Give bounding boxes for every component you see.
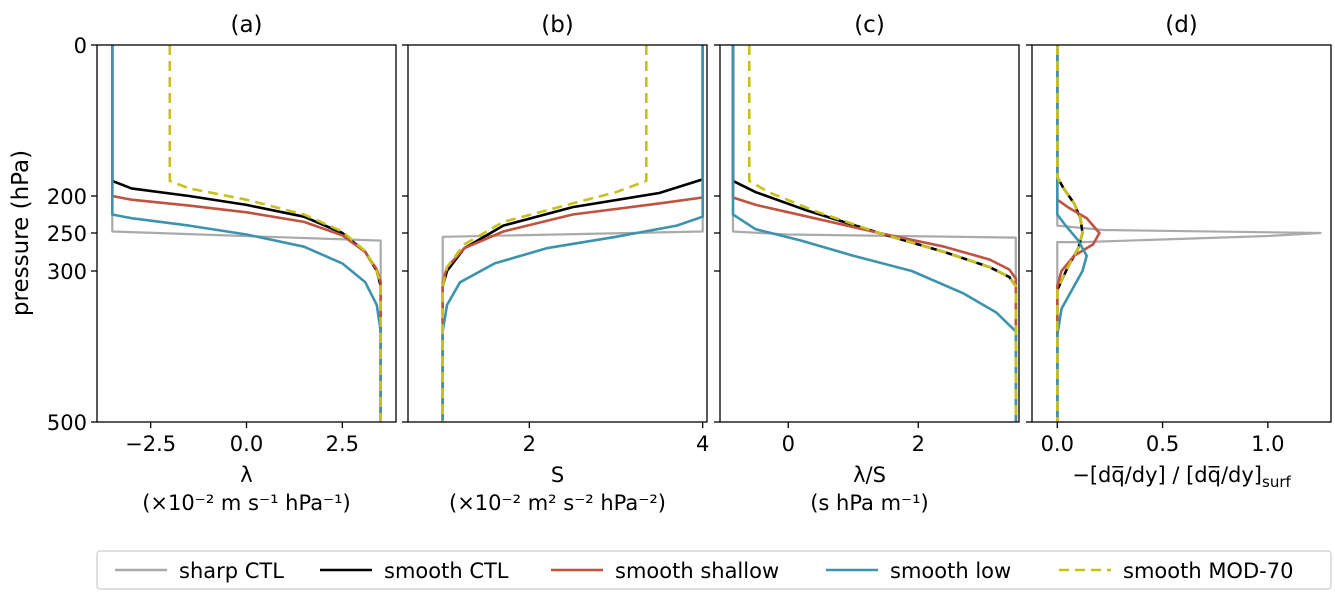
series-sharp-ctl [1056,45,1322,422]
x-tick-label: 2 [912,432,925,456]
x-tick-label: 0 [782,432,795,456]
y-axis-label: pressure (hPa) [8,150,34,316]
series-smooth-mod-70 [441,45,648,422]
panel-c: (c) 0 2 λ/S (s hPa m⁻¹) [714,12,1020,515]
panel-title: (a) [230,12,262,38]
series-smooth-mod-70 [1056,45,1084,422]
panel-b: (b) 2 4 S (×10⁻² m² s⁻² hPa⁻²) [402,12,709,515]
x-tick-label: 2 [523,432,536,456]
legend: sharp CTL smooth CTL smooth shallow smooth … [96,550,1332,590]
legend-label: smooth low [890,559,1011,583]
legend-entry: smooth MOD-70 [1059,559,1293,583]
x-tick-label: 0.0 [230,432,263,456]
x-tick-label: 1.0 [1251,432,1284,456]
y-tick-label: 0 [74,34,87,58]
series-group [731,45,1018,422]
series-group [1056,45,1322,422]
x-axis-units: (×10⁻² m s⁻¹ hPa⁻¹) [142,491,351,515]
legend-label: smooth shallow [615,559,779,583]
x-axis-units: (s hPa m⁻¹) [810,491,929,515]
series-group [111,45,383,422]
x-tick-label: 2.5 [326,432,359,456]
series-smooth-low [441,45,705,422]
x-axis-label: −[dq̅/dy] / [dq̅/dy]surf [1072,463,1291,491]
legend-label: smooth CTL [384,559,509,583]
panel-d: (d) 0.0 0.5 1.0 −[dq̅/dy] / [dq̅/dy]surf [1026,12,1332,491]
panel-a: (a) 0 200 250 300 500 −2.5 0.0 2.5 λ (×10⁻² m s⁻¹ … [47,12,397,515]
series-smooth-shallow [731,45,1018,422]
series-smooth-low [111,45,383,422]
y-tick-label: 250 [47,222,87,246]
legend-label: smooth MOD-70 [1123,559,1293,583]
legend-entry: smooth shallow [551,559,779,583]
y-tick-label: 200 [47,185,87,209]
series-smooth-ctl [1056,45,1084,422]
legend-label: sharp CTL [179,559,284,583]
panel-title: (c) [854,12,885,38]
x-tick-label: −2.5 [125,432,176,456]
legend-entry: smooth CTL [320,559,509,583]
series-smooth-shallow [1056,45,1101,422]
legend-entry: smooth low [826,559,1011,583]
x-axis-label: S [551,463,564,487]
series-smooth-mod-70 [168,45,383,422]
x-tick-label: 0.5 [1146,432,1179,456]
y-tick-label: 500 [47,411,87,435]
panels-group: (a) 0 200 250 300 500 −2.5 0.0 2.5 λ (×10⁻² m s⁻¹ … [47,12,1332,515]
x-axis-units: (×10⁻² m² s⁻² hPa⁻²) [449,491,666,515]
series-group [441,45,705,422]
x-tick-label: 4 [696,432,709,456]
series-smooth-mod-70 [747,45,1018,422]
y-tick-label: 300 [47,260,87,284]
panel-title: (b) [541,12,574,38]
legend-frame [96,550,1332,590]
x-axis-label: λ [240,463,252,487]
x-tick-label: 0.0 [1041,432,1074,456]
panel-title: (d) [1165,12,1198,38]
x-axis-label: λ/S [853,463,886,487]
legend-entry: sharp CTL [115,559,284,583]
series-smooth-low [731,45,1018,422]
series-smooth-low [1056,45,1088,422]
